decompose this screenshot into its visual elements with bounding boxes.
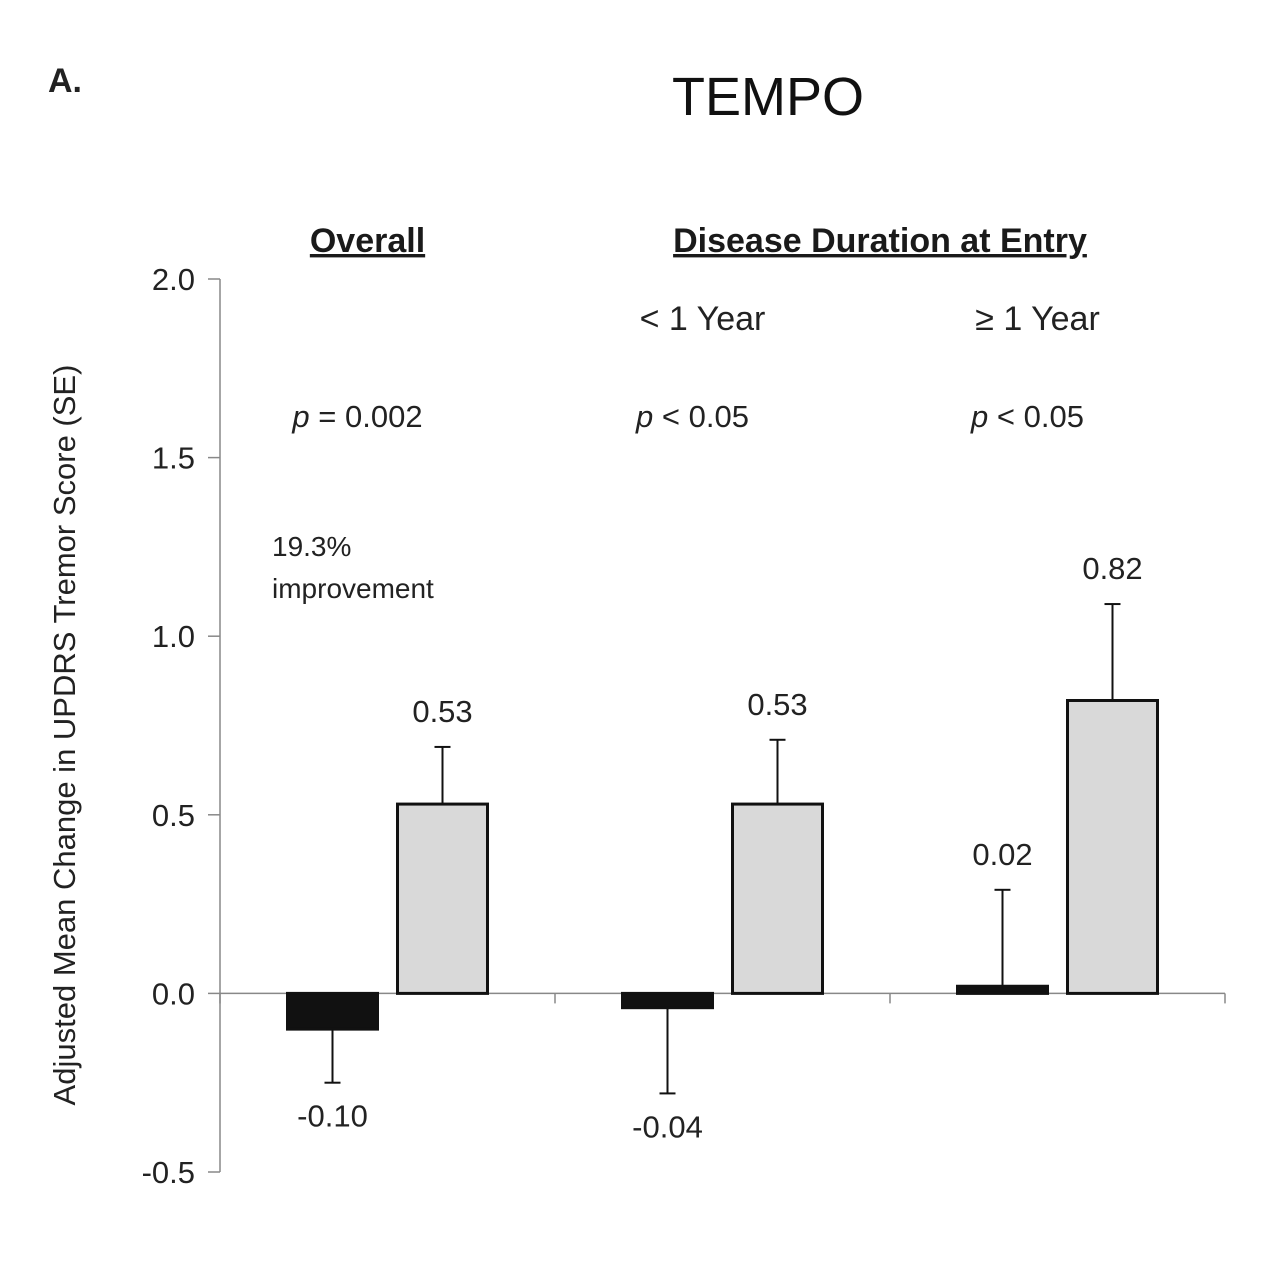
panel-label: A. — [48, 62, 82, 100]
bar — [731, 802, 824, 995]
bar — [286, 991, 379, 1031]
p-value: p < 0.05 — [970, 399, 1084, 434]
axes: 2.0 1.5 1.0 0.5 0.0 -0.5 — [142, 262, 1226, 1190]
bars — [286, 603, 1159, 1095]
data-label: 0.82 — [1082, 551, 1142, 586]
y-tick-label: 2.0 — [152, 262, 195, 297]
y-axis-label: Adjusted Mean Change in UPDRS Tremor Sco… — [47, 365, 82, 1106]
chart-title: TEMPO — [672, 67, 864, 127]
group-header: Overall — [310, 222, 425, 260]
y-tick-label: 1.0 — [152, 619, 195, 654]
p-value: p = 0.002 — [291, 399, 422, 434]
bar — [396, 802, 489, 995]
data-label: 0.02 — [972, 837, 1032, 872]
data-label: -0.10 — [297, 1099, 368, 1134]
p-value: p < 0.05 — [635, 399, 749, 434]
y-tick-label: 1.5 — [152, 441, 195, 476]
data-label: 0.53 — [412, 694, 472, 729]
y-tick-label: 0.0 — [152, 976, 195, 1011]
bar — [1066, 698, 1159, 995]
data-label: -0.04 — [632, 1109, 703, 1144]
y-tick-label: -0.5 — [142, 1155, 195, 1190]
y-tick-label: 0.5 — [152, 798, 195, 833]
bar — [621, 991, 714, 1010]
annotations: -0.10 0.53 p = 0.002 -0.04 0.53 < 1 Year p < 0… — [272, 222, 1143, 1144]
bar — [956, 984, 1049, 995]
category-label: ≥ 1 Year — [975, 300, 1100, 338]
category-label: < 1 Year — [640, 300, 766, 338]
group-header: Disease Duration at Entry — [673, 222, 1087, 260]
data-label: 0.53 — [747, 687, 807, 722]
improvement-note: 19.3% improvement — [272, 531, 434, 604]
